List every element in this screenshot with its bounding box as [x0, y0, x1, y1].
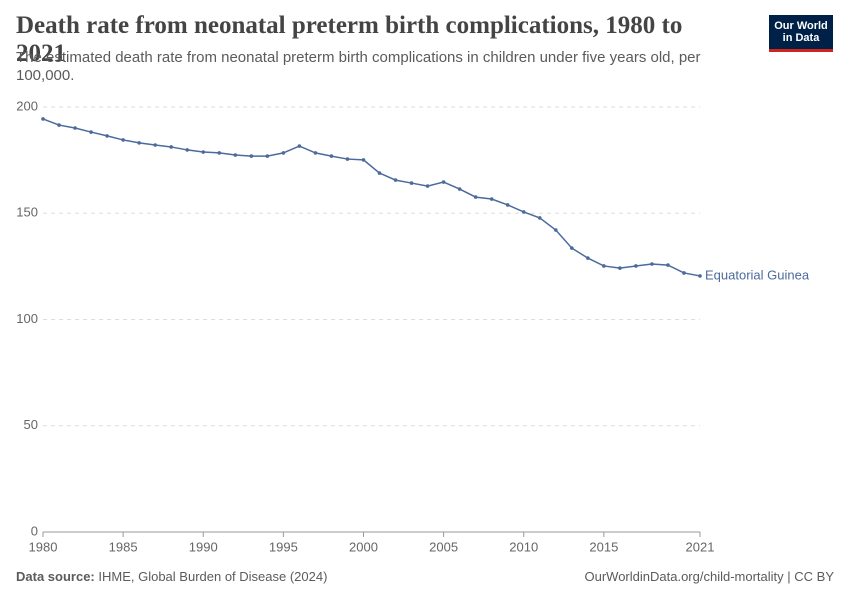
logo[interactable]: Our World in Data [769, 15, 833, 52]
logo-text: Our World [774, 20, 828, 32]
point [361, 158, 366, 162]
point [201, 150, 206, 154]
point [249, 154, 254, 158]
point [634, 264, 638, 268]
url[interactable]: OurWorldinData.org/child-mortality | CC … [584, 569, 835, 584]
point [153, 143, 157, 147]
line [42, 118, 701, 277]
point [473, 195, 478, 199]
point [377, 171, 382, 175]
y-tick-label: 0 [31, 523, 38, 538]
point [57, 123, 61, 127]
point [345, 157, 350, 161]
source-label: Data source: [16, 569, 95, 584]
point [217, 151, 222, 155]
chart-subtitle: The estimated death rate from neonatal p… [16, 49, 701, 84]
point [586, 256, 590, 260]
y-tick-label: 200 [16, 98, 38, 113]
point [169, 145, 173, 149]
point [393, 178, 398, 182]
point [265, 154, 270, 158]
chart-title: Death rate from neonatal preterm birth c… [16, 12, 683, 67]
point [297, 144, 302, 148]
point [666, 263, 670, 267]
y-tick-label: 100 [16, 311, 38, 326]
point [281, 151, 286, 155]
point [41, 117, 45, 121]
point [521, 210, 526, 214]
x-tick-label: 1995 [269, 539, 298, 554]
point [89, 130, 93, 134]
point [441, 180, 446, 184]
point [313, 151, 318, 155]
y-tick-label: 50 [24, 417, 38, 432]
point [409, 181, 414, 185]
point [698, 274, 702, 278]
point [618, 266, 622, 270]
x-tick-label: 2000 [349, 539, 378, 554]
point [73, 126, 77, 130]
point [233, 153, 238, 157]
point [650, 262, 654, 266]
x-tick-label: 2015 [589, 539, 618, 554]
point [329, 154, 334, 158]
x-tick-label: 1990 [189, 539, 218, 554]
point [553, 228, 558, 232]
source: Data source: IHME, Global Burden of Dise… [16, 569, 327, 584]
point [682, 271, 686, 275]
x-tick-label: 2021 [686, 539, 715, 554]
y-tick-label: 150 [16, 205, 38, 220]
x-tick-label: 1980 [29, 539, 58, 554]
x-tick-label: 2010 [509, 539, 538, 554]
logo-text: in Data [782, 32, 820, 44]
x-tick-label: 1985 [109, 539, 138, 554]
point [602, 264, 606, 268]
point [185, 148, 190, 152]
point [505, 203, 510, 207]
point [425, 184, 430, 188]
point [105, 134, 109, 138]
point [537, 216, 542, 220]
x-tick-label: 2005 [429, 539, 458, 554]
point [489, 197, 494, 201]
point [121, 138, 125, 142]
source-text: IHME, Global Burden of Disease (2024) [98, 569, 328, 584]
point [570, 246, 574, 250]
point [137, 141, 141, 145]
point [457, 187, 462, 191]
series-label: Equatorial Guinea [705, 267, 810, 282]
